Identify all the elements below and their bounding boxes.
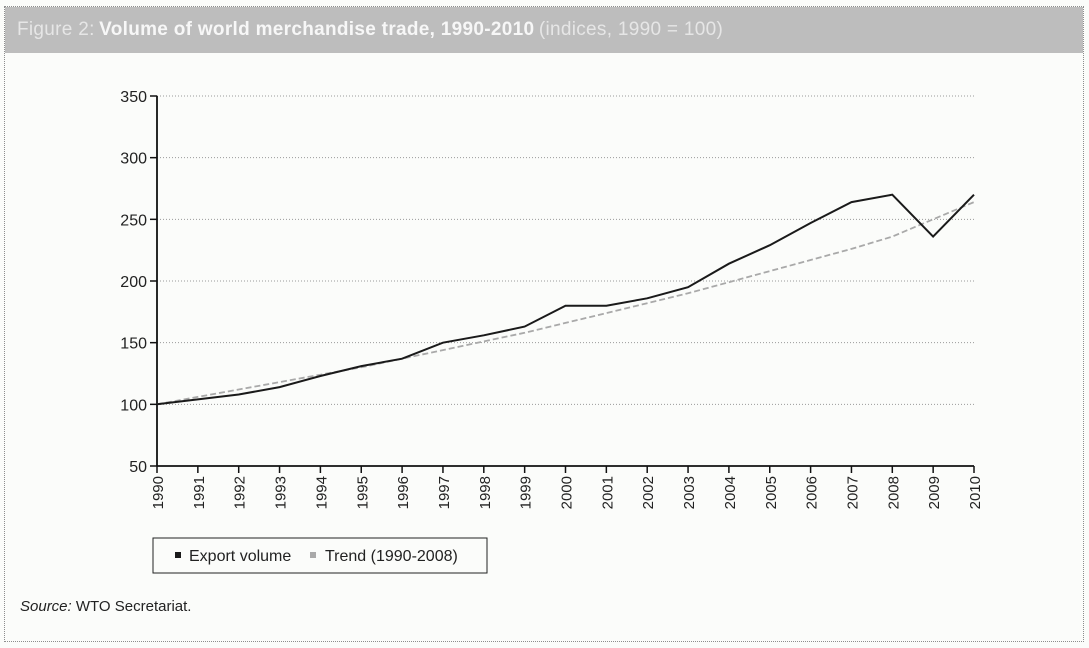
x-tick-label: 2006 <box>804 476 821 509</box>
x-tick-label: 2004 <box>722 476 739 509</box>
figure-frame: Figure 2: Volume of world merchandise tr… <box>4 6 1084 642</box>
y-tick-label: 350 <box>120 89 147 106</box>
y-tick-label: 250 <box>120 212 147 229</box>
y-tick-label: 100 <box>120 397 147 414</box>
x-tick-label: 1993 <box>273 476 290 509</box>
y-tick-label: 50 <box>129 459 147 476</box>
x-tick-label: 2007 <box>844 476 861 509</box>
x-tick-label: 1992 <box>232 476 249 509</box>
x-tick-label: 1999 <box>518 476 535 509</box>
x-tick-label: 2002 <box>640 476 657 509</box>
x-tick-label: 1995 <box>354 476 371 509</box>
legend-box <box>152 537 488 574</box>
x-tick-label: 2003 <box>681 476 698 509</box>
x-tick-label: 1991 <box>191 476 208 509</box>
legend-label-export-volume: Export volume <box>189 548 291 565</box>
series-line-trend <box>156 201 975 406</box>
figure-title-main: Volume of world merchandise trade, 1990-… <box>99 19 535 40</box>
y-tick-label: 200 <box>120 274 147 291</box>
x-tick-label: 2005 <box>763 476 780 509</box>
source-text: WTO Secretariat. <box>75 598 192 615</box>
legend-swatch-trend <box>310 552 316 558</box>
x-tick-label: 2010 <box>967 476 984 509</box>
x-tick-label: 2009 <box>926 476 943 509</box>
x-tick-label: 1998 <box>477 476 494 509</box>
series-line-export-volume <box>156 193 975 406</box>
figure-title: Figure 2: Volume of world merchandise tr… <box>5 7 1083 53</box>
x-tick-label: 2000 <box>559 476 576 509</box>
line-chart: 50 100 150 200 250 300 350 1990 1991 1992 1993 1994… <box>120 89 984 574</box>
x-tick-label: 1990 <box>150 476 167 509</box>
x-tick-label: 1996 <box>395 476 412 509</box>
legend-swatch-export-volume <box>175 552 181 558</box>
y-tick-label: 150 <box>120 336 147 353</box>
x-tick-label: 2001 <box>599 476 616 509</box>
x-tick-label: 2008 <box>885 476 902 509</box>
figure-title-prefix: Figure 2: <box>17 19 95 40</box>
y-tick-label: 300 <box>120 151 147 168</box>
legend-label-trend: Trend (1990-2008) <box>325 548 458 565</box>
x-tick-label: 1994 <box>313 476 330 509</box>
source-label: Source: <box>20 598 72 615</box>
x-tick-label: 1997 <box>436 476 453 509</box>
source-note: Source: WTO Secretariat. <box>20 598 191 615</box>
figure-title-suffix: (indices, 1990 = 100) <box>538 19 724 40</box>
